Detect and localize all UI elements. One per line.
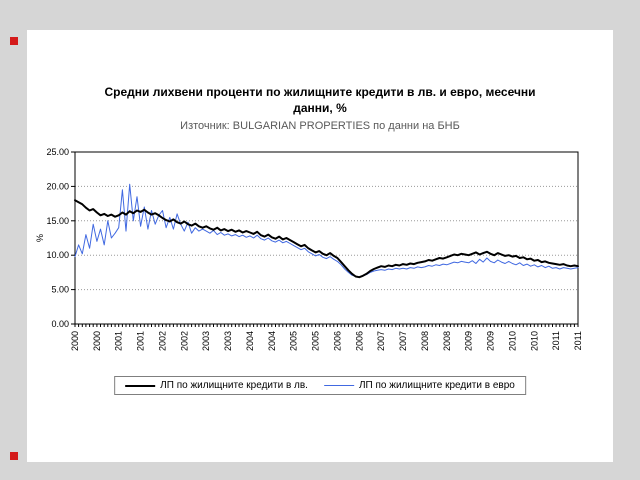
legend-label-bgn: ЛП по жилищните кредити в лв. [160,380,308,391]
svg-text:2011: 2011 [573,331,583,350]
svg-text:15.00: 15.00 [46,216,69,226]
chart-header: Средни лихвени проценти по жилищните кре… [27,84,613,132]
svg-text:%: % [35,234,45,242]
svg-text:2008: 2008 [442,331,452,351]
legend-item-bgn: ЛП по жилищните кредити в лв. [125,380,308,391]
svg-text:2007: 2007 [376,331,386,351]
chart-title-line1: Средни лихвени проценти по жилищните кре… [104,85,536,99]
chart-title-line2: данни, % [293,101,347,115]
svg-text:2006: 2006 [354,331,364,351]
svg-text:20.00: 20.00 [46,181,69,191]
svg-text:10.00: 10.00 [46,250,69,260]
svg-text:2000: 2000 [92,331,102,351]
svg-text:2001: 2001 [114,331,124,351]
svg-text:2000: 2000 [70,331,80,351]
svg-text:2005: 2005 [311,331,321,351]
chart-subtitle: Източник: BULGARIAN PROPERTIES по данни … [180,120,460,132]
svg-text:2003: 2003 [201,331,211,351]
chart-panel: Средни лихвени проценти по жилищните кре… [27,30,613,462]
chart-title: Средни лихвени проценти по жилищните кре… [27,84,613,116]
bgn-line-sample-icon [125,384,156,387]
svg-text:2003: 2003 [223,331,233,351]
svg-text:2005: 2005 [289,331,299,351]
line-chart-plot-area: 0.00 5.00 10.00 15.00 20.00 25.00 2000 2000 2001… [35,147,583,351]
svg-text:2001: 2001 [136,331,146,351]
svg-text:2004: 2004 [245,331,255,351]
svg-text:2010: 2010 [507,331,517,351]
svg-text:0.00: 0.00 [51,319,69,329]
svg-text:2010: 2010 [529,331,539,351]
svg-text:2007: 2007 [398,331,408,351]
chart-legend: ЛП по жилищните кредити в лв. ЛП по жили… [114,376,526,395]
svg-text:25.00: 25.00 [46,147,69,157]
svg-text:2008: 2008 [420,331,430,351]
svg-text:2004: 2004 [267,331,277,351]
svg-text:2009: 2009 [464,331,474,351]
svg-text:5.00: 5.00 [51,285,69,295]
legend-label-eur: ЛП по жилищните кредити в евро [358,380,515,391]
red-bullet-icon [10,37,18,45]
svg-text:2011: 2011 [551,331,561,350]
eur-line-sample-icon [323,385,354,386]
svg-text:2006: 2006 [332,331,342,351]
svg-text:2009: 2009 [486,331,496,351]
svg-text:2002: 2002 [179,331,189,351]
svg-text:2002: 2002 [158,331,168,351]
red-bullet-icon [10,452,18,460]
legend-item-eur: ЛП по жилищните кредити в евро [323,380,515,391]
